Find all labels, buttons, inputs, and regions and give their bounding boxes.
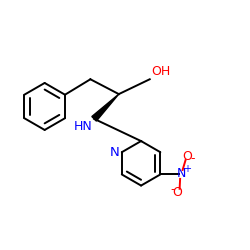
Text: O: O [173,186,182,199]
Text: OH: OH [151,65,170,78]
Text: -: - [191,152,195,165]
Text: -: - [170,184,174,196]
Text: N: N [177,167,186,180]
Text: O: O [182,150,192,163]
Text: +: + [183,164,191,174]
Polygon shape [92,94,119,121]
Text: HN: HN [74,120,93,133]
Text: N: N [110,146,120,159]
